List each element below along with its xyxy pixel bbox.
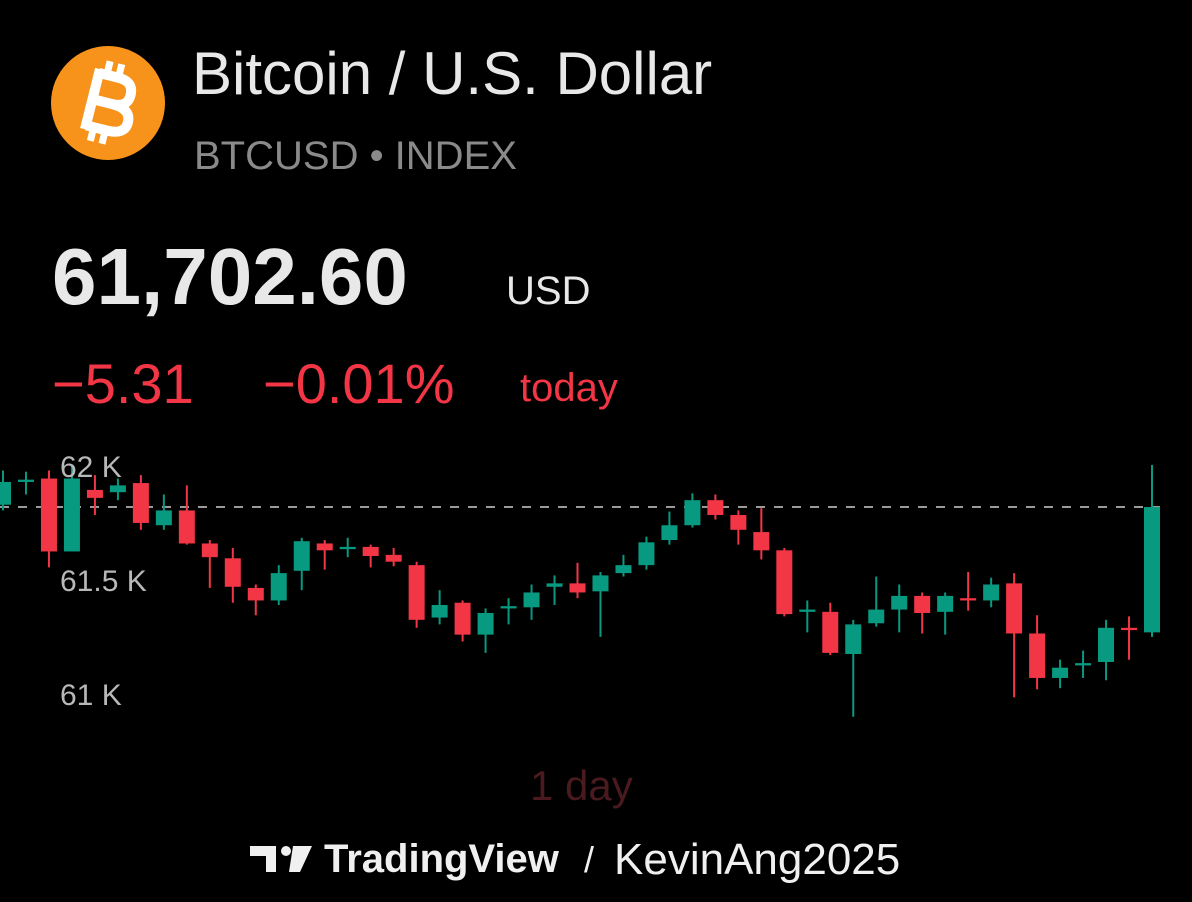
period: today: [520, 366, 618, 410]
candle-body: [132, 483, 149, 523]
candle-body: [615, 565, 632, 574]
candle-body: [983, 584, 1000, 601]
bitcoin-icon: [51, 46, 165, 160]
candle-body: [109, 485, 126, 493]
candle-body: [224, 558, 241, 587]
candle-body: [937, 595, 954, 612]
candle-body: [408, 565, 425, 620]
candle-body: [86, 489, 103, 498]
candle-body: [776, 550, 793, 615]
chart: 62 K 61.5 K 61 K: [0, 451, 1160, 717]
candle-body: [40, 478, 57, 552]
candle-body: [1075, 663, 1092, 666]
candle-body: [63, 478, 80, 552]
candle-body: [477, 612, 494, 635]
candle-body: [1006, 583, 1023, 634]
candle-body: [201, 543, 218, 558]
candle-body: [1098, 627, 1115, 662]
candle-body: [845, 624, 862, 655]
candle-body: [316, 543, 333, 551]
candle-body: [362, 546, 379, 557]
candle-body: [868, 609, 885, 624]
candle-body: [523, 592, 540, 608]
y-tick-label: 61 K: [60, 679, 122, 712]
author: KevinAng2025: [614, 835, 900, 884]
candle-body: [454, 602, 471, 635]
candle-body: [385, 554, 402, 562]
separator: /: [584, 839, 594, 880]
candle-body: [0, 481, 11, 505]
candle-body: [1121, 627, 1138, 631]
candle-body: [730, 514, 747, 530]
candle-body: [247, 587, 264, 601]
candle-body: [638, 542, 655, 566]
candle-body: [569, 583, 586, 593]
change: −5.31: [52, 352, 194, 415]
range-label[interactable]: 1 day: [530, 762, 633, 809]
change-percent: −0.01%: [263, 352, 455, 415]
candle-body: [500, 606, 517, 609]
candle-body: [1029, 633, 1046, 678]
candle-body: [661, 525, 678, 541]
tradingview-logo: [250, 846, 312, 872]
currency: USD: [506, 269, 590, 313]
candle-body: [546, 583, 563, 587]
candle-body: [1052, 667, 1069, 678]
candle-body: [17, 479, 34, 482]
candle-body: [707, 500, 724, 515]
candle-body: [339, 546, 356, 550]
candle-body: [270, 573, 287, 601]
candle-body: [753, 532, 770, 551]
candle-body: [960, 598, 977, 601]
candle-body: [799, 609, 816, 612]
brand: TradingView: [324, 837, 560, 881]
candle-body: [592, 575, 609, 592]
candle-body: [431, 605, 448, 618]
candle-body: [822, 611, 839, 653]
y-tick-label: 62 K: [60, 451, 122, 484]
y-tick-label: 61.5 K: [60, 565, 147, 598]
candle-body: [1144, 507, 1160, 633]
candle-body: [293, 541, 310, 571]
candle-body: [891, 595, 908, 610]
candle-body: [684, 500, 701, 526]
title: Bitcoin / U.S. Dollar: [192, 40, 712, 107]
candle-body: [914, 595, 931, 613]
candle-body: [178, 510, 195, 544]
subtitle: BTCUSD • INDEX: [194, 134, 517, 178]
candle-body: [155, 510, 172, 526]
price: 61,702.60: [52, 232, 408, 321]
